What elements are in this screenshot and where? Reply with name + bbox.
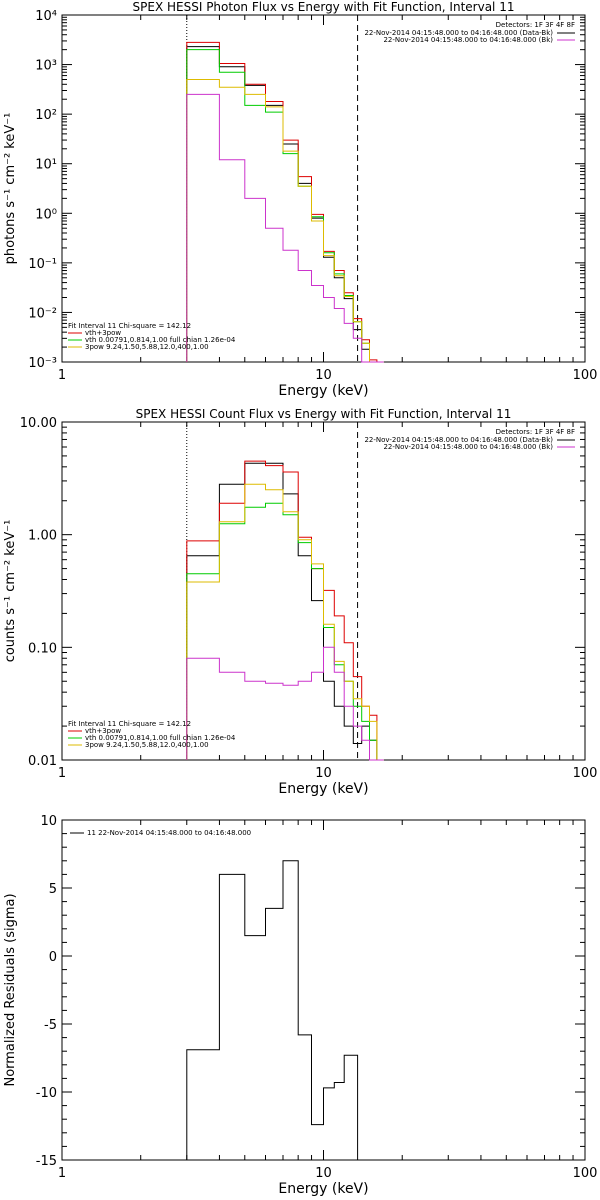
y-tick-label: 10¹ xyxy=(35,158,57,173)
legend-entry: vth+3pow xyxy=(85,329,121,337)
y-tick-label: -15 xyxy=(36,1154,57,1169)
chart-panel-1: 1 10 100 10⁻³ 10⁻² 10⁻¹ 10⁰ 10¹ 10² 10³ 10⁴ SPEX HE… xyxy=(3,0,597,399)
series-line-2 xyxy=(186,41,384,363)
y-tick-label: 1.00 xyxy=(28,529,57,544)
x-tick-label: 100 xyxy=(573,368,598,383)
series-line-2 xyxy=(186,460,384,761)
plot-frame xyxy=(61,14,586,363)
legend-entry: vth 0.00791,0.814,1.00 full chian 1.26e-… xyxy=(85,734,236,742)
chart-panel-2: 1 10 100 0.01 0.10 1.00 10.00 SPEX HESSI Count … xyxy=(3,407,597,797)
y-tick-label: 0.10 xyxy=(28,641,57,656)
y-tick-label: -10 xyxy=(36,1086,57,1101)
y-tick-label: 10⁴ xyxy=(35,9,57,24)
legend-entry: 22-Nov-2014 04:15:48.000 to 04:16:48.000… xyxy=(364,436,553,444)
y-tick-label: 10 xyxy=(40,814,57,829)
chart-title: SPEX HESSI Count Flux vs Energy with Fit… xyxy=(136,407,512,421)
series-line-1 xyxy=(186,462,384,761)
y-tick-label: 10³ xyxy=(35,59,57,74)
x-axis-label: Energy (keV) xyxy=(278,781,368,797)
y-tick-label: 10.00 xyxy=(20,416,57,431)
x-tick-label: 1 xyxy=(58,368,66,383)
legend-header: Detectors: 1F 3F 4F 8F xyxy=(496,428,575,436)
y-tick-label: 5 xyxy=(49,882,57,897)
y-tick-label: 10⁰ xyxy=(35,207,57,222)
y-axis-label: Normalized Residuals (sigma) xyxy=(3,893,18,1086)
x-tick-label: 1 xyxy=(58,1166,66,1181)
y-tick-label: 0 xyxy=(49,950,57,965)
series-line-4 xyxy=(186,79,384,363)
x-axis-label: Energy (keV) xyxy=(278,1181,368,1197)
series-line-1 xyxy=(186,860,359,1160)
x-tick-label: 10 xyxy=(315,368,332,383)
legend-entry: 22-Nov-2014 04:15:48.000 to 04:16:48.000… xyxy=(383,36,553,44)
x-tick-label: 100 xyxy=(573,766,598,781)
legend-entry: 22-Nov-2014 04:15:48.000 to 04:16:48.000… xyxy=(383,443,553,451)
y-tick-label: -5 xyxy=(44,1018,57,1033)
x-tick-label: 10 xyxy=(315,766,332,781)
series-line-4 xyxy=(186,483,384,761)
y-axis-label: counts s⁻¹ cm⁻² keV⁻¹ xyxy=(3,520,18,663)
series-line-3 xyxy=(186,49,384,363)
x-tick-label: 10 xyxy=(315,1166,332,1181)
legend-header: Detectors: 1F 3F 4F 8F xyxy=(496,21,575,29)
x-tick-label: 100 xyxy=(573,1166,598,1181)
y-axis-label: photons s⁻¹ cm⁻² keV⁻¹ xyxy=(3,113,18,265)
legend-entry: vth 0.00791,0.814,1.00 full chian 1.26e-… xyxy=(85,336,236,344)
legend-entry: 22-Nov-2014 04:15:48.000 to 04:16:48.000… xyxy=(364,29,553,37)
chart-title: SPEX HESSI Photon Flux vs Energy with Fi… xyxy=(133,0,515,14)
series-line-5 xyxy=(186,93,384,363)
y-tick-label: 10⁻³ xyxy=(28,356,57,371)
y-tick-label: 0.01 xyxy=(28,754,57,769)
legend-entry: 3pow 9.24,1.50,5.88,12.0,400,1.00 xyxy=(85,741,209,749)
x-axis-label: Energy (keV) xyxy=(278,383,368,399)
series-line-3 xyxy=(186,502,384,761)
legend-entry: 3pow 9.24,1.50,5.88,12.0,400,1.00 xyxy=(85,343,209,351)
y-tick-label: 10⁻¹ xyxy=(28,257,57,272)
x-tick-label: 1 xyxy=(58,766,66,781)
y-tick-label: 10² xyxy=(35,108,57,123)
y-tick-label: 10⁻² xyxy=(28,306,57,321)
legend-header: Fit Interval 11 Chi-square = 142.12 xyxy=(68,720,191,728)
legend-header: Fit Interval 11 Chi-square = 142.12 xyxy=(68,322,191,330)
legend-entry: 11 22-Nov-2014 04:15:48.000 to 04:16:48.… xyxy=(87,829,251,837)
series-line-5 xyxy=(186,646,384,761)
legend-entry: vth+3pow xyxy=(85,727,121,735)
